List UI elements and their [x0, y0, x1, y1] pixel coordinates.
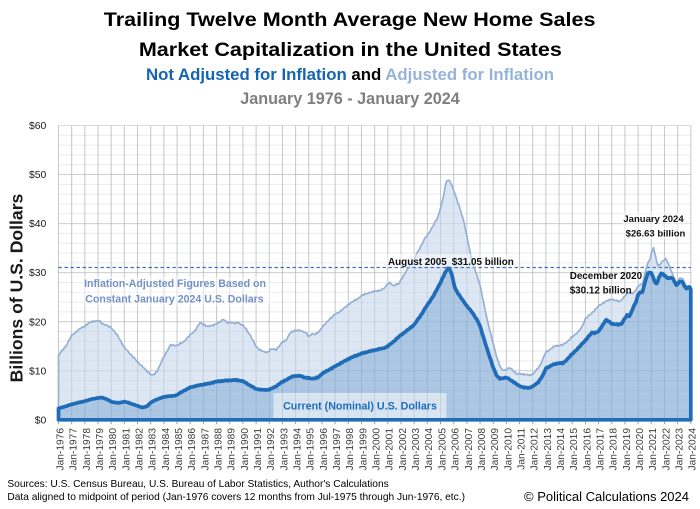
svg-text:Jan-2011: Jan-2011 [516, 428, 527, 470]
svg-text:Jan-2015: Jan-2015 [569, 428, 580, 471]
svg-text:Jan-1976: Jan-1976 [55, 428, 66, 471]
svg-text:Jan-1998: Jan-1998 [345, 428, 356, 471]
svg-text:Jan-2005: Jan-2005 [437, 428, 448, 471]
svg-text:Jan-1985: Jan-1985 [174, 428, 185, 471]
svg-text:$60: $60 [29, 121, 47, 132]
svg-text:$0: $0 [35, 415, 47, 426]
svg-text:Jan-1987: Jan-1987 [200, 428, 211, 471]
svg-text:$10: $10 [29, 366, 47, 377]
svg-text:Jan-2014: Jan-2014 [556, 428, 567, 471]
svg-text:Jan-1992: Jan-1992 [266, 428, 277, 471]
svg-text:Inflation-Adjusted Figures Bas: Inflation-Adjusted Figures Based on [84, 278, 266, 290]
svg-text:December 2020: December 2020 [570, 271, 643, 282]
svg-text:Jan-2003: Jan-2003 [411, 428, 422, 471]
svg-text:$31.05 billion: $31.05 billion [452, 257, 514, 268]
svg-text:$50: $50 [29, 170, 47, 181]
svg-text:Jan-1982: Jan-1982 [134, 428, 145, 471]
svg-text:Jan-1989: Jan-1989 [227, 428, 238, 471]
svg-text:Jan-1999: Jan-1999 [358, 428, 369, 471]
svg-text:Jan-1994: Jan-1994 [293, 428, 304, 471]
svg-text:$30: $30 [29, 268, 47, 279]
svg-text:Jan-2024: Jan-2024 [688, 428, 699, 471]
svg-text:Jan-2018: Jan-2018 [609, 428, 620, 471]
svg-text:$20: $20 [29, 317, 47, 328]
svg-text:Billions of U.S. Dollars: Billions of U.S. Dollars [7, 193, 27, 382]
svg-text:January 2024: January 2024 [623, 214, 684, 225]
svg-text:Jan-2001: Jan-2001 [385, 428, 396, 471]
svg-text:Jan-2000: Jan-2000 [372, 428, 383, 471]
svg-text:Jan-2016: Jan-2016 [582, 428, 593, 471]
svg-text:$30.12 billion: $30.12 billion [570, 286, 632, 297]
svg-text:Jan-1977: Jan-1977 [69, 428, 80, 471]
svg-text:Jan-2006: Jan-2006 [451, 428, 462, 471]
svg-text:Jan-2022: Jan-2022 [661, 428, 672, 471]
svg-text:Jan-2002: Jan-2002 [398, 428, 409, 471]
svg-text:Constant January 2024 U.S. Dol: Constant January 2024 U.S. Dollars [85, 293, 264, 305]
svg-text:August 2005: August 2005 [388, 257, 447, 268]
svg-text:Jan-1990: Jan-1990 [240, 428, 251, 471]
svg-text:Jan-2021: Jan-2021 [648, 428, 659, 471]
svg-text:Jan-2020: Jan-2020 [635, 428, 646, 471]
svg-text:Jan-1991: Jan-1991 [253, 428, 264, 471]
svg-text:Jan-2012: Jan-2012 [530, 428, 541, 471]
svg-text:Jan-1978: Jan-1978 [82, 428, 93, 471]
svg-text:Jan-2008: Jan-2008 [477, 428, 488, 471]
svg-text:Jan-2004: Jan-2004 [424, 428, 435, 471]
svg-text:Jan-1979: Jan-1979 [95, 428, 106, 471]
svg-text:Jan-1993: Jan-1993 [279, 428, 290, 471]
svg-text:Jan-2019: Jan-2019 [622, 428, 633, 471]
svg-text:Jan-1996: Jan-1996 [319, 428, 330, 471]
svg-text:Jan-1984: Jan-1984 [161, 428, 172, 471]
svg-text:Jan-1997: Jan-1997 [332, 428, 343, 471]
svg-text:Current (Nominal) U.S. Dollars: Current (Nominal) U.S. Dollars [283, 400, 437, 412]
svg-text:Jan-2010: Jan-2010 [503, 428, 514, 471]
svg-text:Jan-1981: Jan-1981 [121, 428, 132, 471]
svg-text:$26.63 billion: $26.63 billion [626, 229, 686, 240]
svg-text:Jan-1983: Jan-1983 [148, 428, 159, 471]
svg-text:Jan-2007: Jan-2007 [464, 428, 475, 471]
svg-text:Jan-1995: Jan-1995 [306, 428, 317, 471]
svg-text:Jan-2009: Jan-2009 [490, 428, 501, 471]
svg-text:$40: $40 [29, 219, 47, 230]
svg-text:Jan-1980: Jan-1980 [108, 428, 119, 471]
svg-text:Jan-1986: Jan-1986 [187, 428, 198, 471]
svg-text:Jan-2013: Jan-2013 [543, 428, 554, 471]
svg-text:Jan-1988: Jan-1988 [213, 428, 224, 471]
svg-text:Jan-2017: Jan-2017 [595, 428, 606, 471]
svg-text:Jan-2023: Jan-2023 [675, 428, 686, 471]
